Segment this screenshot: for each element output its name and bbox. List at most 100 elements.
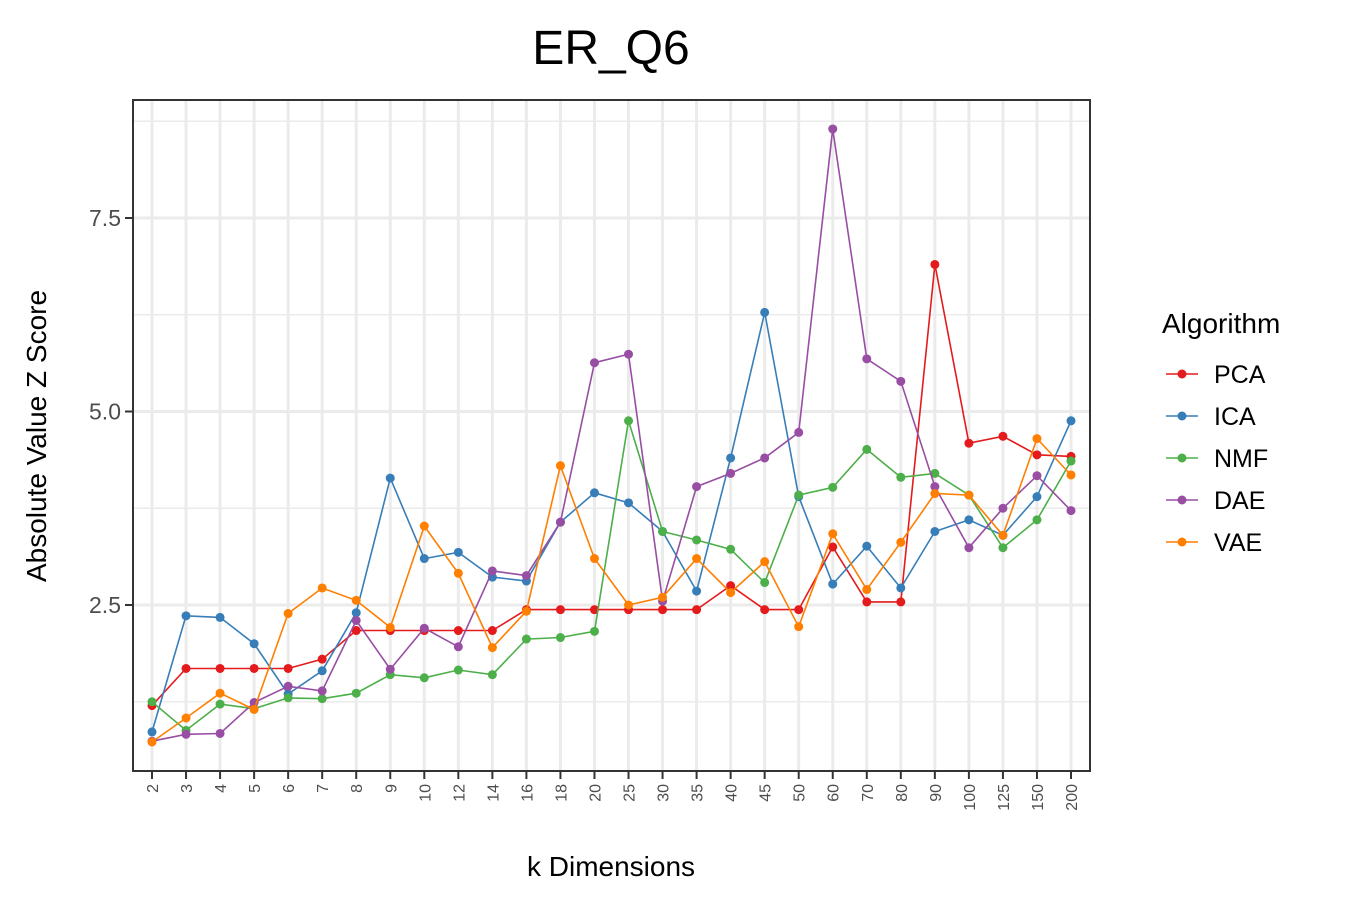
point-vae — [828, 529, 838, 539]
x-tick-label: 100 — [962, 784, 979, 811]
point-nmf — [998, 543, 1008, 553]
point-dae — [283, 681, 293, 691]
point-pca — [249, 663, 259, 673]
point-ica — [317, 666, 327, 676]
point-vae — [760, 557, 770, 567]
point-dae — [692, 482, 702, 492]
point-pca — [181, 663, 191, 673]
legend-marker-vae — [1177, 537, 1187, 547]
x-tick-label: 90 — [928, 784, 945, 802]
x-tick-label: 16 — [519, 784, 536, 802]
point-dae — [828, 124, 838, 134]
point-ica — [624, 498, 634, 508]
point-pca — [760, 605, 770, 615]
x-tick-label: 200 — [1064, 784, 1081, 811]
point-ica — [1066, 416, 1076, 426]
y-tick-label: 7.5 — [89, 205, 121, 231]
point-nmf — [624, 416, 634, 426]
point-pca — [487, 626, 497, 636]
legend-label-vae: VAE — [1214, 529, 1262, 557]
point-pca — [896, 597, 906, 607]
point-pca — [964, 438, 974, 448]
point-nmf — [351, 688, 361, 698]
point-vae — [862, 585, 872, 595]
series-line-ica — [151, 312, 1072, 733]
point-ica — [453, 547, 463, 557]
x-tick-label: 7 — [315, 784, 332, 793]
point-pca — [589, 605, 599, 615]
series-line-nmf — [151, 420, 1072, 732]
point-dae — [419, 623, 429, 633]
point-pca — [726, 581, 736, 591]
point-vae — [692, 554, 702, 564]
chart-title: ER_Q6 — [532, 22, 689, 75]
point-nmf — [589, 626, 599, 636]
point-vae — [1066, 470, 1076, 480]
point-pca — [658, 605, 668, 615]
point-ica — [760, 307, 770, 317]
point-vae — [794, 622, 804, 632]
x-tick-label: 70 — [860, 784, 877, 802]
x-tick-label: 125 — [996, 784, 1013, 811]
legend-label-ica: ICA — [1214, 403, 1256, 431]
point-nmf — [794, 490, 804, 500]
y-tick-label: 2.5 — [89, 592, 121, 618]
legend-marker-pca — [1177, 369, 1187, 379]
legend-item-pca: PCA — [1166, 361, 1266, 389]
point-dae — [555, 517, 565, 527]
point-nmf — [692, 535, 702, 545]
point-vae — [964, 490, 974, 500]
point-pca — [555, 605, 565, 615]
point-vae — [215, 688, 225, 698]
legend-marker-nmf — [1177, 453, 1187, 463]
legend-label-dae: DAE — [1214, 487, 1265, 515]
point-nmf — [147, 697, 157, 707]
x-tick-label: 6 — [281, 784, 298, 793]
point-pca — [351, 626, 361, 636]
series-line-vae — [151, 437, 1072, 743]
point-ica — [385, 473, 395, 483]
legend-title: Algorithm — [1162, 308, 1280, 339]
point-ica — [589, 488, 599, 498]
point-dae — [487, 566, 497, 576]
point-ica — [419, 554, 429, 564]
point-nmf — [215, 699, 225, 709]
point-dae — [794, 427, 804, 437]
point-vae — [521, 606, 531, 616]
legend-marker-ica — [1177, 411, 1187, 421]
legend-item-ica: ICA — [1166, 403, 1256, 431]
point-nmf — [317, 694, 327, 704]
x-tick-label: 18 — [553, 784, 570, 802]
point-ica — [862, 541, 872, 551]
point-ica — [1032, 492, 1042, 502]
x-tick-label: 10 — [417, 784, 434, 802]
point-dae — [521, 571, 531, 581]
x-tick-label: 40 — [724, 784, 741, 802]
point-ica — [896, 583, 906, 593]
x-tick-label: 80 — [894, 784, 911, 802]
point-vae — [896, 537, 906, 547]
x-tick-label: 45 — [758, 784, 775, 802]
point-nmf — [658, 526, 668, 536]
point-dae — [964, 543, 974, 553]
y-tick-label: 5.0 — [89, 399, 121, 425]
legend-item-vae: VAE — [1166, 529, 1262, 557]
x-tick-label: 3 — [179, 784, 196, 793]
point-nmf — [930, 468, 940, 478]
point-vae — [555, 461, 565, 471]
legend-marker-dae — [1177, 495, 1187, 505]
x-tick-label: 60 — [826, 784, 843, 802]
x-axis-label: k Dimensions — [527, 851, 695, 882]
point-dae — [453, 642, 463, 652]
point-ica — [351, 608, 361, 618]
x-tick-label: 12 — [451, 784, 468, 802]
series-line-dae — [151, 128, 1072, 742]
point-dae — [760, 453, 770, 463]
legend-item-dae: DAE — [1166, 487, 1265, 515]
point-dae — [930, 482, 940, 492]
gridlines — [133, 100, 1090, 771]
series-layer — [147, 124, 1076, 747]
point-dae — [896, 376, 906, 386]
point-pca — [215, 663, 225, 673]
point-pca — [998, 431, 1008, 441]
